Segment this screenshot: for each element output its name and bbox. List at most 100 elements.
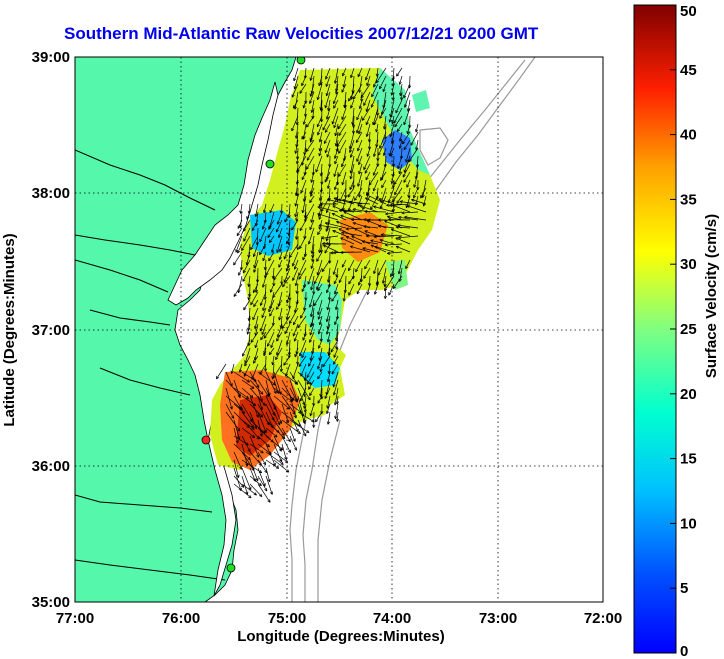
velocity-vector-head xyxy=(313,302,317,307)
velocity-vector-head xyxy=(268,257,272,262)
velocity-vector-head xyxy=(384,243,388,247)
velocity-vector xyxy=(318,147,323,157)
velocity-vector xyxy=(257,467,266,487)
velocity-vector-head xyxy=(293,415,298,419)
velocity-vector-head xyxy=(260,450,264,454)
velocity-vector xyxy=(326,83,331,96)
velocity-vector xyxy=(337,115,347,130)
velocity-vector-head xyxy=(366,219,370,223)
velocity-vector-head xyxy=(398,138,403,142)
velocity-vector-head xyxy=(396,200,400,204)
velocity-vector-head xyxy=(332,271,336,275)
velocity-vector-head xyxy=(309,412,313,417)
velocity-vector xyxy=(294,299,299,313)
velocity-vector-head xyxy=(317,400,321,404)
velocity-vector xyxy=(398,216,419,221)
velocity-vector-head xyxy=(261,331,265,335)
velocity-vector xyxy=(324,387,331,399)
velocity-vector-head xyxy=(364,170,368,174)
velocity-vector xyxy=(296,155,299,165)
velocity-vector xyxy=(416,155,419,168)
velocity-vector-head xyxy=(373,121,377,126)
colorbar-label: Surface Velocity (cm/s) xyxy=(703,214,720,378)
velocity-vector-head xyxy=(274,434,278,438)
velocity-vector-head xyxy=(237,394,241,399)
velocity-vector xyxy=(335,323,339,341)
velocity-vector-head xyxy=(259,398,263,402)
velocity-vector xyxy=(404,91,411,108)
velocity-vector xyxy=(225,411,241,432)
velocity-vector-head xyxy=(260,336,264,341)
velocity-vector xyxy=(362,247,379,253)
velocity-vector-head xyxy=(278,264,282,268)
velocity-vector-head xyxy=(331,298,335,302)
velocity-vector xyxy=(281,411,301,427)
velocity-vector xyxy=(281,315,291,329)
velocity-vector xyxy=(304,203,307,219)
velocity-vector-head xyxy=(269,289,273,293)
velocity-vector xyxy=(238,275,243,293)
velocity-vector-head xyxy=(333,291,338,295)
velocity-vector-head xyxy=(305,166,309,170)
velocity-vector xyxy=(393,107,403,124)
velocity-vector xyxy=(365,197,379,205)
velocity-vector xyxy=(261,307,267,318)
velocity-vector xyxy=(250,235,259,250)
velocity-vector-head xyxy=(237,428,241,432)
velocity-vector-head xyxy=(334,160,338,165)
velocity-vector-head xyxy=(356,116,360,121)
velocity-vector xyxy=(319,187,323,201)
velocity-vector xyxy=(249,379,264,395)
velocity-vector-head xyxy=(268,226,272,230)
velocity-vector xyxy=(296,155,307,172)
river xyxy=(99,367,191,396)
velocity-vector-head xyxy=(342,198,346,203)
velocity-vector xyxy=(263,323,275,339)
velocity-vector xyxy=(319,139,323,152)
velocity-vector xyxy=(352,222,371,229)
velocity-vector xyxy=(344,99,347,109)
velocity-vector-head xyxy=(292,321,296,326)
velocity-vector xyxy=(384,243,403,246)
velocity-vector xyxy=(379,131,387,149)
velocity-vector xyxy=(244,355,251,367)
velocity-vector xyxy=(295,211,299,222)
velocity-vector xyxy=(233,251,243,266)
velocity-vector xyxy=(303,99,307,109)
velocity-vector-head xyxy=(341,264,345,268)
velocity-vector xyxy=(338,267,347,283)
velocity-vector-head xyxy=(299,398,303,402)
velocity-vector-head xyxy=(403,94,407,99)
velocity-vector xyxy=(327,199,347,205)
velocity-vector xyxy=(241,467,252,490)
velocity-vector-head xyxy=(331,121,335,125)
velocity-vector xyxy=(249,395,259,418)
velocity-vector xyxy=(356,115,363,134)
colorbar-tick-label: 30 xyxy=(680,256,697,273)
radar-site-marker xyxy=(265,159,275,169)
velocity-vector-head xyxy=(320,411,324,415)
velocity-vector xyxy=(301,75,307,87)
velocity-vector xyxy=(402,131,411,145)
velocity-vector xyxy=(373,163,379,176)
velocity-vector xyxy=(216,363,227,380)
velocity-vector xyxy=(304,227,307,240)
velocity-vector xyxy=(366,147,371,157)
velocity-vector xyxy=(342,67,347,77)
velocity-vector xyxy=(336,411,339,422)
velocity-vector-head xyxy=(268,308,272,313)
velocity-vector xyxy=(272,363,275,380)
velocity-vector-head xyxy=(317,132,321,136)
velocity-vector xyxy=(233,475,245,488)
velocity-vector-head xyxy=(269,313,273,317)
velocity-vector-head xyxy=(410,142,414,146)
velocity-vector-head xyxy=(390,153,394,157)
velocity-vector xyxy=(325,222,347,229)
velocity-vector xyxy=(257,379,269,397)
velocity-vector xyxy=(349,201,371,205)
velocity-vector xyxy=(354,228,371,237)
velocity-vector xyxy=(317,123,323,136)
velocity-vector xyxy=(343,75,347,88)
velocity-vector-head xyxy=(349,245,354,249)
velocity-vector-head xyxy=(366,82,370,87)
